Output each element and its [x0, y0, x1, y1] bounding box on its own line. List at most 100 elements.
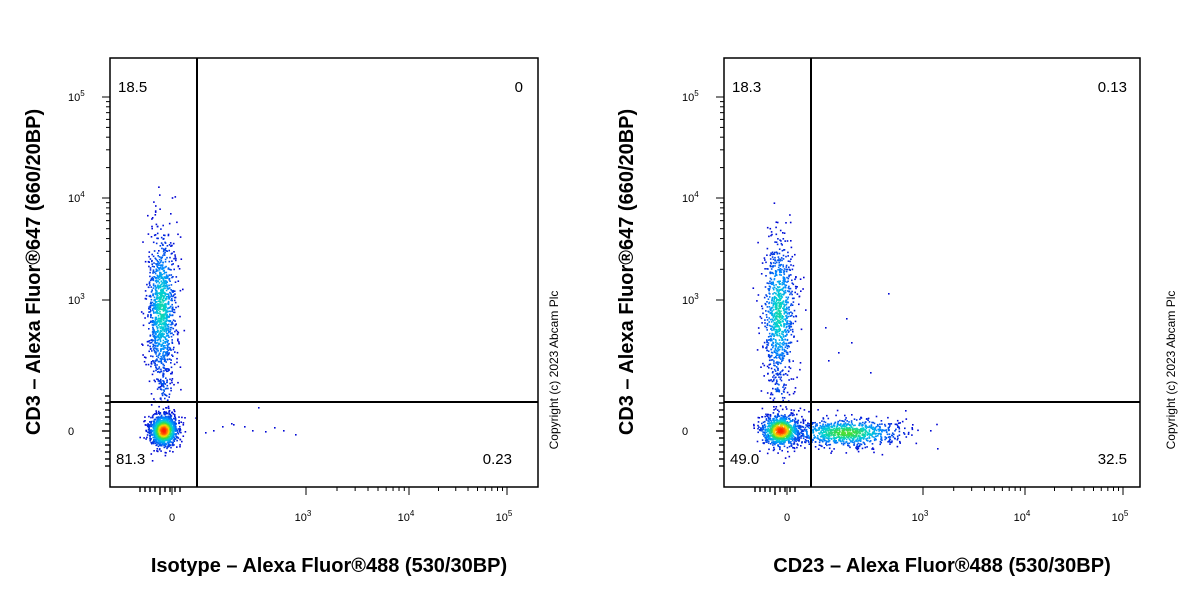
event-dot [154, 288, 157, 291]
event-dot [780, 271, 783, 273]
event-dot [858, 434, 860, 437]
event-dot [166, 348, 169, 351]
event-dot [173, 409, 175, 411]
event-dot [153, 234, 156, 237]
event-dot [778, 282, 780, 284]
event-dot [788, 436, 791, 438]
quadrant-upper-right-value: 0 [515, 79, 523, 96]
event-dot [847, 431, 849, 433]
event-dot [154, 341, 156, 344]
event-dot [773, 409, 775, 411]
event-dot [156, 259, 158, 262]
event-dot [793, 428, 796, 431]
event-dot [772, 433, 775, 436]
event-dot [773, 364, 775, 367]
event-dot [778, 248, 781, 250]
event-dot [769, 414, 772, 416]
event-dot [156, 265, 158, 268]
event-dot [782, 278, 785, 281]
event-dot [834, 436, 836, 439]
event-dot [158, 269, 161, 271]
event-dot [799, 362, 802, 364]
event-dot [847, 435, 850, 437]
event-dot [788, 379, 790, 381]
event-dot [868, 421, 871, 423]
event-dot [807, 434, 810, 437]
event-dot [152, 333, 154, 335]
event-dot [773, 300, 775, 303]
event-dot [164, 234, 166, 237]
event-dot [777, 286, 780, 289]
event-dot [160, 380, 162, 382]
event-dot [174, 320, 176, 322]
event-dot [150, 286, 152, 288]
event-dot [846, 442, 849, 445]
event-dot [781, 347, 784, 349]
event-dot [774, 265, 776, 267]
event-dot [862, 427, 864, 429]
event-dot [156, 225, 159, 228]
event-dot [155, 223, 158, 226]
event-dot [162, 301, 164, 303]
event-dot [145, 438, 147, 440]
event-dot [778, 355, 781, 357]
event-dot [163, 357, 166, 360]
event-dot [773, 406, 775, 408]
event-dot [153, 266, 155, 268]
event-dot [770, 430, 772, 433]
event-dot [160, 264, 162, 267]
event-dot [169, 420, 171, 423]
event-dot [764, 286, 767, 288]
event-dot [148, 286, 150, 289]
event-dot [765, 303, 767, 306]
event-dot [162, 254, 164, 257]
event-dot [776, 315, 778, 318]
event-dot [160, 272, 162, 274]
event-dot [779, 420, 781, 423]
event-dot [779, 345, 782, 348]
event-dot [847, 433, 849, 435]
event-dot [776, 409, 779, 411]
event-dot [780, 337, 783, 339]
event-dot [844, 422, 847, 424]
event-dot [785, 427, 787, 430]
event-dot [142, 344, 144, 346]
event-dot [148, 261, 150, 263]
event-dot [794, 278, 796, 281]
event-dot [164, 258, 167, 261]
event-dot [152, 416, 154, 419]
event-dot [792, 283, 795, 286]
event-dot [155, 326, 158, 328]
event-dot [785, 344, 788, 347]
event-dot [160, 259, 163, 262]
event-dot [779, 301, 782, 304]
event-dot [852, 435, 854, 438]
event-dot [766, 254, 768, 256]
event-dot [769, 435, 772, 437]
event-dot [173, 257, 175, 260]
event-dot [151, 263, 153, 265]
event-dot [776, 303, 778, 305]
event-dot [768, 321, 770, 323]
event-dot [774, 436, 777, 438]
event-dot [175, 434, 177, 436]
event-dot [877, 424, 879, 426]
event-dot [153, 312, 155, 314]
event-dot [782, 418, 785, 420]
event-dot [162, 295, 164, 297]
event-dot [769, 335, 772, 337]
event-dot [775, 300, 778, 302]
event-dot [775, 419, 777, 422]
event-dot [152, 330, 155, 333]
event-dot [794, 430, 796, 433]
event-dot [158, 412, 160, 414]
event-dot [165, 332, 168, 335]
event-dot [162, 408, 165, 410]
event-dot [773, 436, 776, 439]
event-dot [774, 364, 776, 367]
event-dot [789, 438, 791, 440]
event-dot [164, 320, 167, 322]
event-dot [788, 327, 791, 330]
event-dot [776, 390, 779, 393]
event-dot [155, 369, 157, 372]
